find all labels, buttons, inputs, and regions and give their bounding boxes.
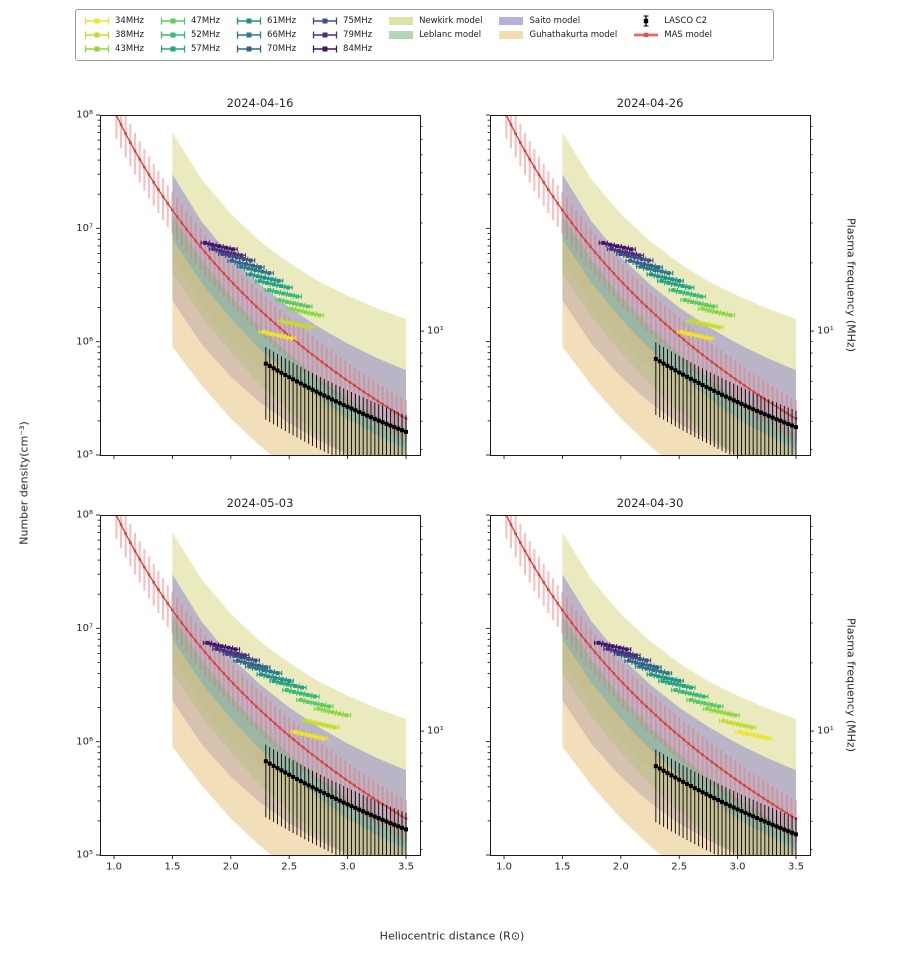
legend-item-label: 75MHz — [343, 15, 373, 26]
lasco-c2-swatch-icon — [633, 15, 659, 27]
legend-item-61mhz: 61MHz — [236, 14, 296, 27]
x-axis-label: Heliocentric distance (R⊙) — [379, 929, 525, 943]
legend-item-label: 47MHz — [191, 15, 221, 26]
legend-item-label: 79MHz — [343, 29, 373, 40]
legend-item-75mhz: 75MHz — [312, 14, 372, 27]
panel-title: 2024-04-26 — [616, 96, 684, 110]
legend-column: 75MHz 79MHz 84MHz — [312, 14, 372, 55]
legend-item-70mhz: 70MHz — [236, 42, 296, 55]
legend-item-newkirk-model: Newkirk model — [388, 14, 482, 27]
legend-item-guhathakurta-model: Guhathakurta model — [498, 28, 617, 41]
legend-item-47mhz: 47MHz — [160, 14, 220, 27]
legend-item-34mhz: 34MHz — [84, 14, 144, 27]
43mhz-swatch-icon — [84, 43, 110, 55]
legend-column: Saito model Guhathakurta model — [498, 14, 617, 41]
legend-item-lasco-c2: LASCO C2 — [633, 14, 712, 27]
legend-item-label: MAS model — [664, 29, 712, 40]
61mhz-swatch-icon — [236, 15, 262, 27]
34mhz-swatch-icon — [84, 15, 110, 27]
legend-item-43mhz: 43MHz — [84, 42, 144, 55]
legend-item-66mhz: 66MHz — [236, 28, 296, 41]
75mhz-swatch-icon — [312, 15, 338, 27]
leblanc-model-swatch-icon — [388, 29, 414, 41]
legend-item-57mhz: 57MHz — [160, 42, 220, 55]
legend-item-leblanc-model: Leblanc model — [388, 28, 482, 41]
legend-item-label: 84MHz — [343, 43, 373, 54]
legend-item-label: LASCO C2 — [664, 15, 708, 26]
legend-item-label: Leblanc model — [419, 29, 482, 40]
legend-item-38mhz: 38MHz — [84, 28, 144, 41]
y-axis-label-right-bottom: Plasma frequency (MHz) — [844, 618, 858, 752]
mas-model-swatch-icon — [633, 29, 659, 41]
38mhz-swatch-icon — [84, 29, 110, 41]
legend-item-label: 43MHz — [115, 43, 145, 54]
legend-item-label: 52MHz — [191, 29, 221, 40]
70mhz-swatch-icon — [236, 43, 262, 55]
panel-title: 2024-04-16 — [226, 96, 294, 110]
52mhz-swatch-icon — [160, 29, 186, 41]
legend-column: 47MHz 52MHz 57MHz — [160, 14, 220, 55]
legend-item-52mhz: 52MHz — [160, 28, 220, 41]
legend-item-label: 61MHz — [267, 15, 297, 26]
legend-item-label: 66MHz — [267, 29, 297, 40]
57mhz-swatch-icon — [160, 43, 186, 55]
panel-title: 2024-05-03 — [226, 496, 294, 510]
legend-item-label: 57MHz — [191, 43, 221, 54]
guhathakurta-model-swatch-icon — [498, 29, 524, 41]
84mhz-swatch-icon — [312, 43, 338, 55]
y-axis-label-right-top: Plasma frequency (MHz) — [844, 218, 858, 352]
legend-item-label: 34MHz — [115, 15, 145, 26]
newkirk-model-swatch-icon — [388, 15, 414, 27]
legend-item-label: Guhathakurta model — [529, 29, 618, 40]
legend-item-label: 38MHz — [115, 29, 145, 40]
legend-item-mas-model: MAS model — [633, 28, 712, 41]
legend-item-84mhz: 84MHz — [312, 42, 372, 55]
legend-item-label: 70MHz — [267, 43, 297, 54]
legend-column: 34MHz 38MHz 43MHz — [84, 14, 144, 55]
79mhz-swatch-icon — [312, 29, 338, 41]
legend-column: Newkirk model Leblanc model — [388, 14, 482, 41]
legend-box: 34MHz 38MHz 43MHz 47MHz 52MHz 57MHz 61 — [75, 9, 774, 61]
legend-column: 61MHz 66MHz 70MHz — [236, 14, 296, 55]
legend-item-label: Newkirk model — [419, 15, 483, 26]
y-axis-label-left: Number density(cm⁻³) — [17, 421, 31, 545]
legend-item-label: Saito model — [529, 15, 581, 26]
legend-item-saito-model: Saito model — [498, 14, 617, 27]
panel-title: 2024-04-30 — [616, 496, 684, 510]
legend-item-79mhz: 79MHz — [312, 28, 372, 41]
66mhz-swatch-icon — [236, 29, 262, 41]
47mhz-swatch-icon — [160, 15, 186, 27]
saito-model-swatch-icon — [498, 15, 524, 27]
legend-column: LASCO C2 MAS model — [633, 14, 712, 41]
